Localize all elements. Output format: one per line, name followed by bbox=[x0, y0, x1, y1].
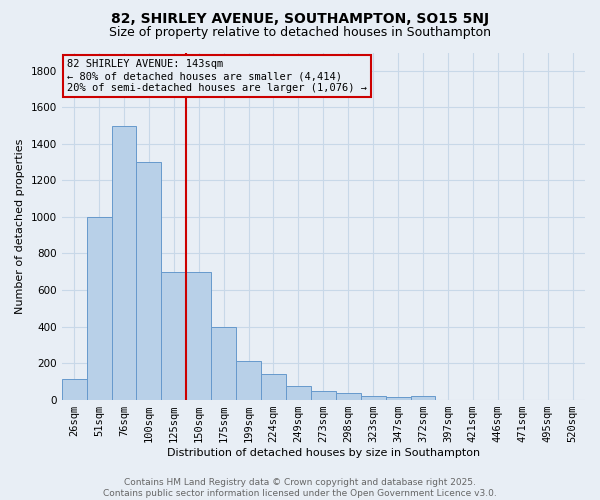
X-axis label: Distribution of detached houses by size in Southampton: Distribution of detached houses by size … bbox=[167, 448, 480, 458]
Text: 82 SHIRLEY AVENUE: 143sqm
← 80% of detached houses are smaller (4,414)
20% of se: 82 SHIRLEY AVENUE: 143sqm ← 80% of detac… bbox=[67, 60, 367, 92]
Bar bbox=[261, 374, 286, 400]
Bar bbox=[112, 126, 136, 400]
Bar bbox=[211, 326, 236, 400]
Bar bbox=[311, 392, 336, 400]
Bar bbox=[62, 380, 86, 400]
Text: Size of property relative to detached houses in Southampton: Size of property relative to detached ho… bbox=[109, 26, 491, 39]
Text: Contains HM Land Registry data © Crown copyright and database right 2025.
Contai: Contains HM Land Registry data © Crown c… bbox=[103, 478, 497, 498]
Text: 82, SHIRLEY AVENUE, SOUTHAMPTON, SO15 5NJ: 82, SHIRLEY AVENUE, SOUTHAMPTON, SO15 5N… bbox=[111, 12, 489, 26]
Bar bbox=[86, 217, 112, 400]
Bar bbox=[236, 361, 261, 400]
Y-axis label: Number of detached properties: Number of detached properties bbox=[15, 138, 25, 314]
Bar bbox=[410, 396, 436, 400]
Bar bbox=[186, 272, 211, 400]
Bar bbox=[361, 396, 386, 400]
Bar bbox=[136, 162, 161, 400]
Bar bbox=[286, 386, 311, 400]
Bar bbox=[386, 397, 410, 400]
Bar bbox=[336, 393, 361, 400]
Bar bbox=[161, 272, 186, 400]
